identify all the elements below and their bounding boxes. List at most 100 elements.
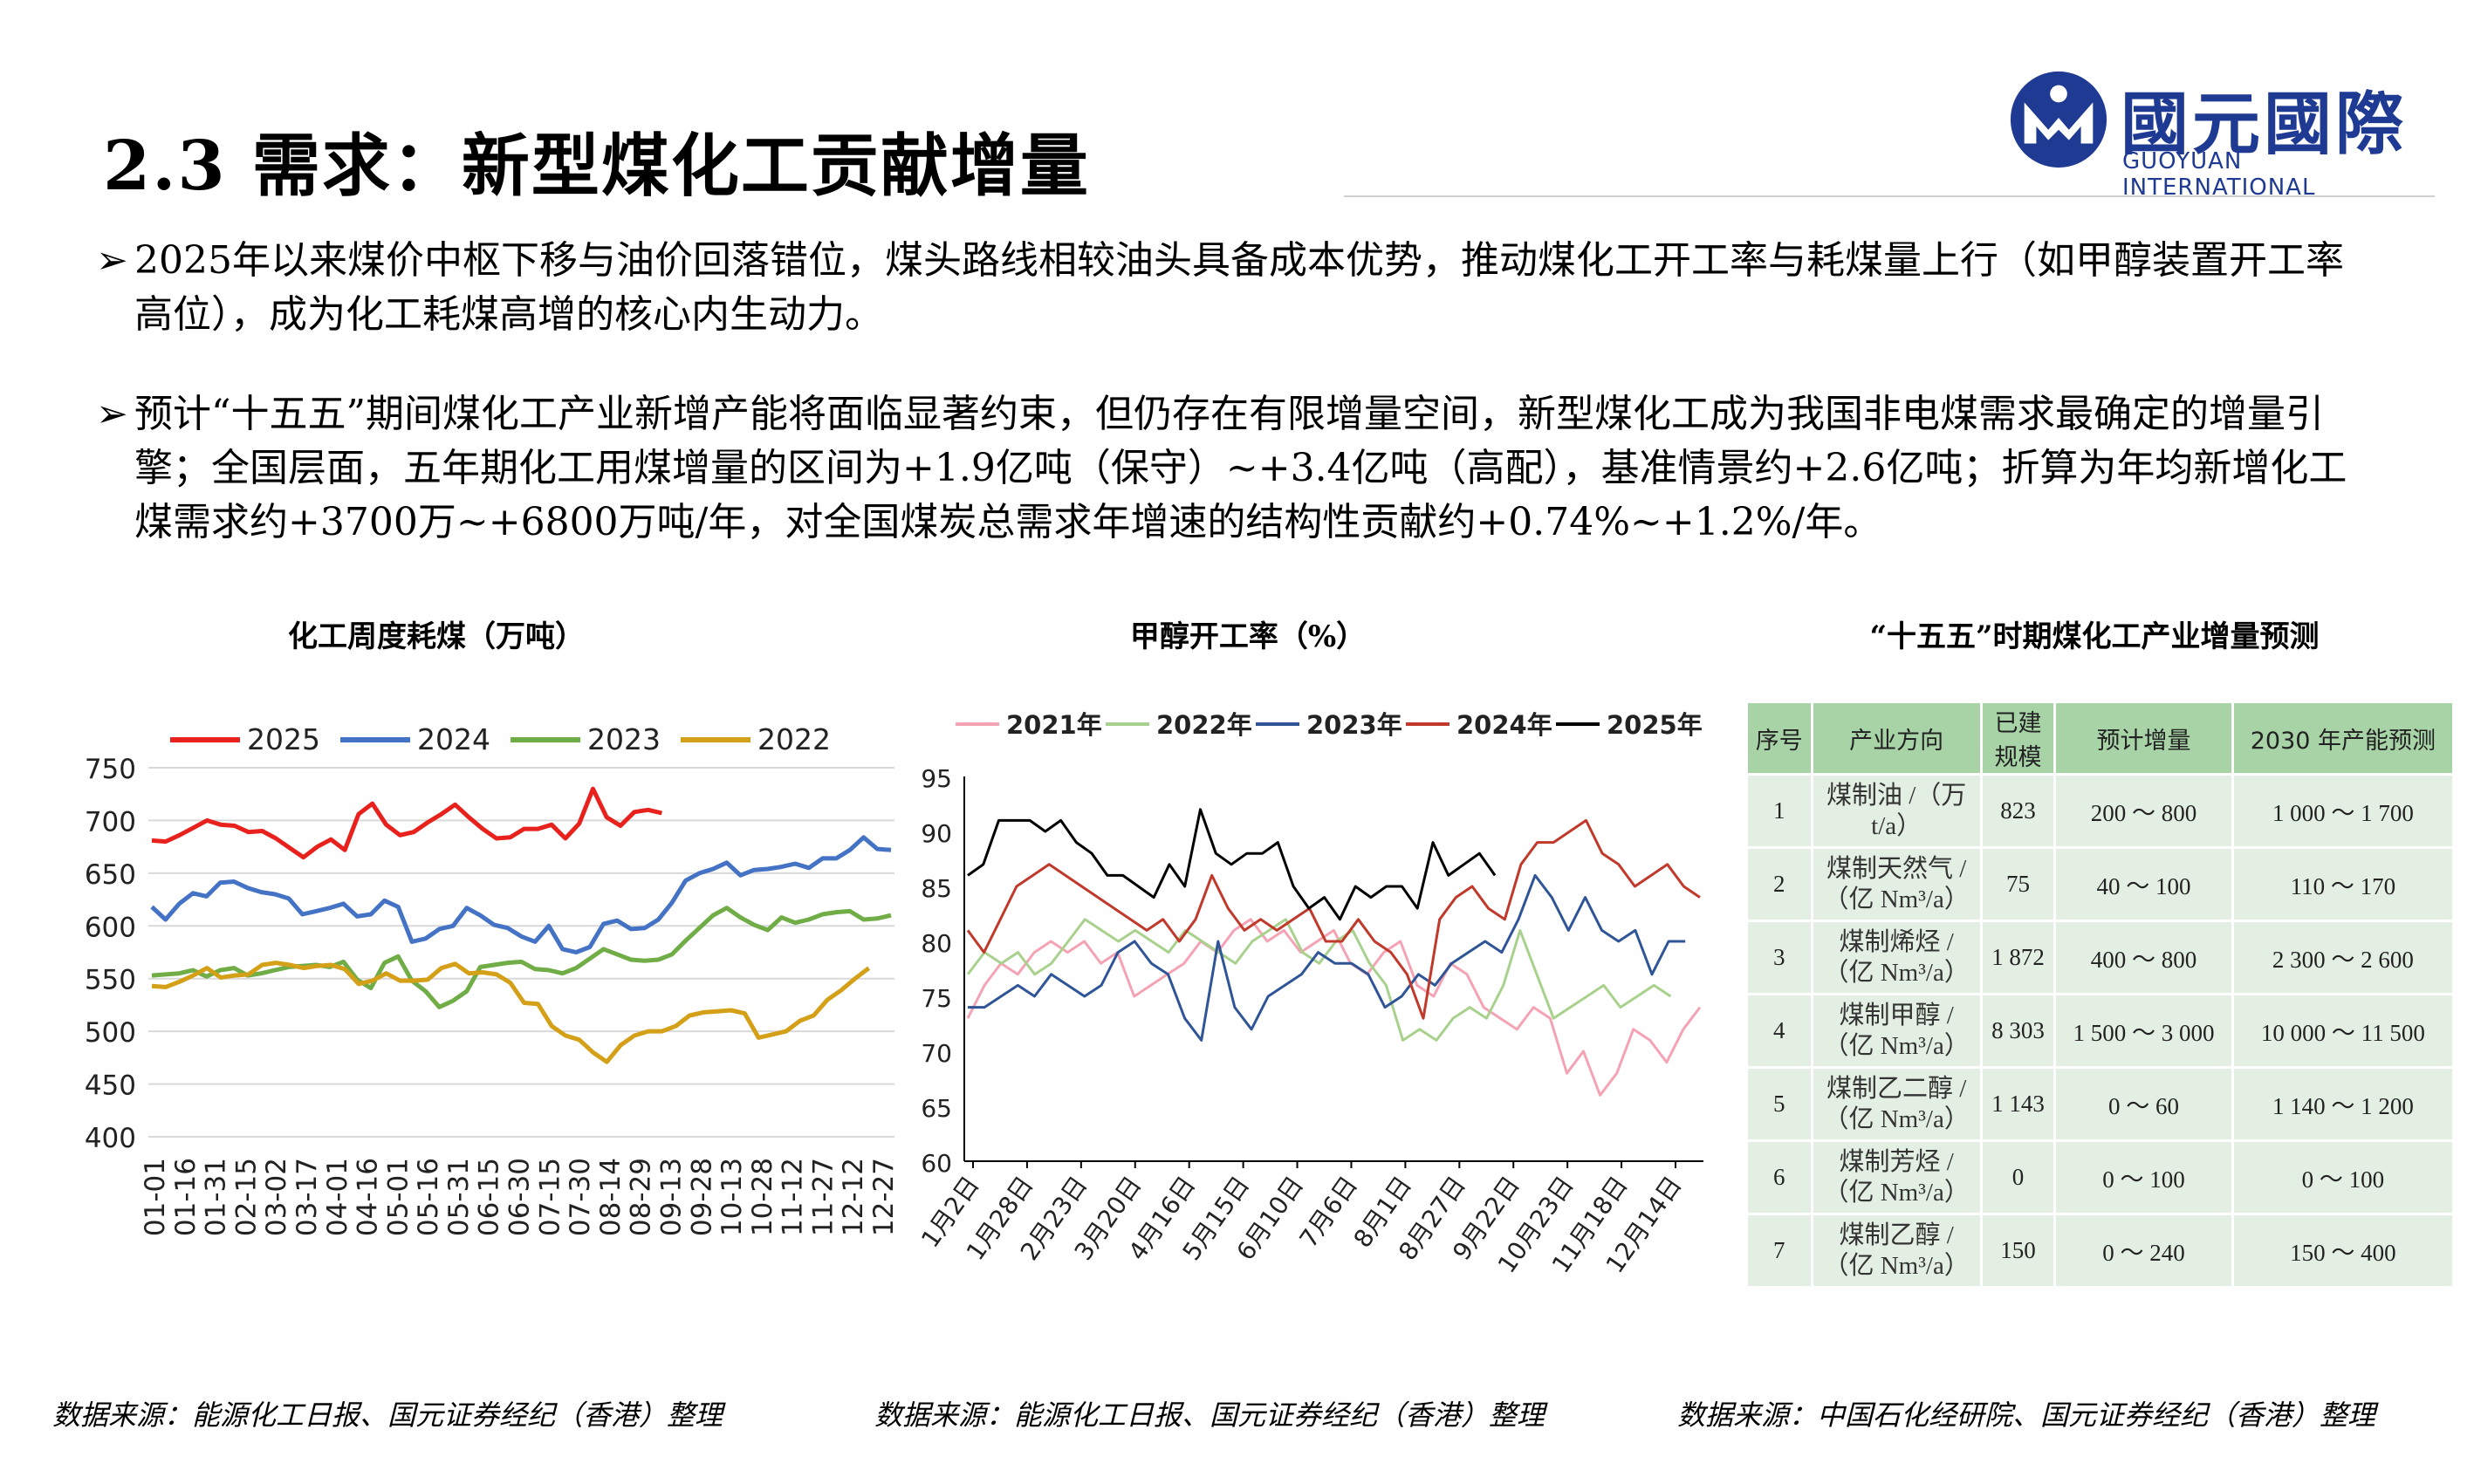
bullet-1: ➢ 2025年以来煤价中枢下移与油价回落错位，煤头路线相较油头具备成本优势，推动…	[96, 234, 2365, 342]
x-tick-label: 05-16	[413, 1158, 444, 1236]
x-tick-label: 03-02	[261, 1158, 292, 1236]
header-divider	[1344, 195, 2435, 197]
table-row: 4 煤制甲醇 /（亿 Nm³/a） 8 303 1 500 ～ 3 000 10 000…	[1748, 994, 2456, 1069]
y-tick-label: 600	[85, 912, 136, 943]
table-cell: 煤制乙醇 /（亿 Nm³/a）	[1812, 1214, 1983, 1289]
logo-text-en: GUOYUAN INTERNATIONAL	[2122, 148, 2316, 201]
table-cell: 2	[1748, 847, 1813, 922]
page-title: 2.3 需求：新型煤化工贡献增量	[103, 127, 1090, 206]
table-cell: 煤制甲醇 /（亿 Nm³/a）	[1812, 994, 1983, 1069]
x-tick-label: 04-16	[353, 1158, 384, 1236]
series-line-2022年	[966, 918, 1672, 1042]
table-cell: 1 500 ～ 3 000	[2054, 994, 2234, 1069]
x-tick-label: 01-01	[140, 1158, 171, 1236]
table-cell: 1	[1748, 774, 1813, 849]
y-tick-label: 80	[921, 929, 952, 958]
series-line-2024	[150, 835, 892, 954]
series-line-2025	[151, 786, 662, 860]
legend-label: 2024	[417, 722, 490, 756]
series-line-2021年	[966, 918, 1702, 1097]
x-tick-label: 05-01	[382, 1158, 414, 1236]
table-header-cell: 序号	[1748, 703, 1813, 776]
table-cell: 110 ～ 170	[2232, 847, 2456, 922]
table-cell: 4	[1748, 994, 1813, 1069]
source-note-1: 数据来源：能源化工日报、国元证券经纪（香港）整理	[52, 1399, 723, 1432]
table-cell: 煤制天然气 /（亿 Nm³/a）	[1812, 847, 1983, 922]
y-tick-label: 650	[85, 859, 136, 891]
x-tick-label: 06-30	[504, 1158, 536, 1236]
chart1-title: 化工周度耗煤（万吨）	[288, 619, 585, 654]
x-tick-label: 12-12	[838, 1158, 869, 1236]
table-cell: 煤制烯烃 /（亿 Nm³/a）	[1812, 920, 1983, 995]
table-cell: 3	[1748, 920, 1813, 995]
legend-label: 2023年	[1306, 710, 1402, 740]
table-cell: 10 000 ～ 11 500	[2232, 994, 2456, 1069]
table-cell: 煤制乙二醇 /（亿 Nm³/a）	[1812, 1067, 1983, 1142]
x-tick-label: 08-14	[595, 1158, 627, 1236]
x-tick-label: 08-29	[626, 1158, 657, 1236]
y-tick-label: 700	[85, 806, 136, 838]
methanol-rate-chart: 95908580757065601月2日1月28日2月23日3月20日4月16日…	[915, 710, 1703, 1278]
table-cell: 煤制芳烃 /（亿 Nm³/a）	[1812, 1140, 1983, 1215]
x-tick-label: 10-13	[716, 1158, 748, 1236]
source-note-2: 数据来源：能源化工日报、国元证券经纪（香港）整理	[874, 1399, 1545, 1432]
x-tick-label: 07-15	[534, 1158, 565, 1236]
series-line-2023	[151, 906, 892, 1009]
series-line-2024年	[966, 818, 1701, 1020]
table-cell: 6	[1748, 1140, 1813, 1215]
x-tick-label: 02-15	[230, 1158, 262, 1236]
table-cell: 75	[1981, 847, 2057, 922]
y-tick-label: 400	[85, 1123, 136, 1154]
chart3-title: “十五五”时期煤化工产业增量预测	[1869, 619, 2320, 654]
x-tick-label: 01-16	[170, 1158, 202, 1236]
table-cell: 0	[1981, 1140, 2057, 1215]
bullet-text: 预计“十五五”期间煤化工产业新增产能将面临显著约束，但仍存在有限增量空间，新型煤…	[134, 392, 2347, 544]
table-cell: 400 ～ 800	[2054, 920, 2234, 995]
legend-label: 2021年	[1006, 710, 1102, 740]
table-cell: 0 ～ 60	[2054, 1067, 2234, 1142]
series-line-2022	[151, 961, 871, 1064]
bullet-2: ➢ 预计“十五五”期间煤化工产业新增产能将面临显著约束，但仍存在有限增量空间，新…	[96, 387, 2365, 550]
table-cell: 150 ～ 400	[2232, 1214, 2456, 1289]
x-tick-label: 09-13	[655, 1158, 687, 1236]
chart2-title: 甲醇开工率（%）	[1129, 619, 1367, 654]
table-cell: 40 ～ 100	[2054, 847, 2234, 922]
legend-label: 2025年	[1607, 710, 1703, 740]
table-cell: 2 300 ～ 2 600	[2232, 920, 2456, 995]
table-cell: 0 ～ 240	[2054, 1214, 2234, 1289]
series-line-2023年	[968, 873, 1686, 1042]
table-header-cell: 产业方向	[1812, 703, 1983, 776]
forecast-table: 序号 产业方向 已建规模 预计增量 2030 年产能预测 1 煤制油 /（万 t/…	[1748, 703, 2456, 1289]
table-row: 1 煤制油 /（万 t/a） 823 200 ～ 800 1 000 ～ 1 700	[1748, 774, 2456, 849]
y-tick-label: 550	[85, 965, 136, 996]
x-tick-label: 11-12	[778, 1158, 809, 1236]
y-tick-label: 60	[921, 1149, 952, 1178]
table-cell: 7	[1748, 1214, 1813, 1289]
y-tick-label: 90	[921, 819, 952, 848]
table-header-cell: 预计增量	[2054, 703, 2234, 776]
table-cell: 煤制油 /（万 t/a）	[1812, 774, 1983, 849]
table-cell: 5	[1748, 1067, 1813, 1142]
y-tick-label: 450	[85, 1070, 136, 1102]
y-tick-label: 85	[921, 874, 952, 903]
legend-label: 2024年	[1456, 710, 1552, 740]
table-cell: 1 143	[1981, 1067, 2057, 1142]
x-tick-label: 07-30	[565, 1158, 596, 1236]
y-tick-label: 95	[921, 764, 952, 793]
table-header-cell: 2030 年产能预测	[2232, 703, 2456, 776]
legend-label: 2025	[247, 722, 320, 756]
y-tick-label: 65	[921, 1094, 952, 1123]
series-line-2025年	[967, 808, 1497, 921]
legend-label: 2022	[757, 722, 831, 756]
table-row: 6 煤制芳烃 /（亿 Nm³/a） 0 0 ～ 100 0 ～ 100	[1748, 1140, 2456, 1215]
x-tick-label: 01-31	[201, 1158, 232, 1236]
table-cell: 1 872	[1981, 920, 2057, 995]
table-cell: 150	[1981, 1214, 2057, 1289]
bullet-arrow-icon: ➢	[96, 238, 128, 283]
y-tick-label: 750	[85, 754, 136, 785]
x-tick-label: 03-17	[291, 1158, 323, 1236]
table-header-cell: 已建规模	[1981, 703, 2057, 776]
y-tick-label: 500	[85, 1017, 136, 1049]
x-tick-label: 09-28	[686, 1158, 717, 1236]
x-tick-label: 12-27	[868, 1158, 900, 1236]
